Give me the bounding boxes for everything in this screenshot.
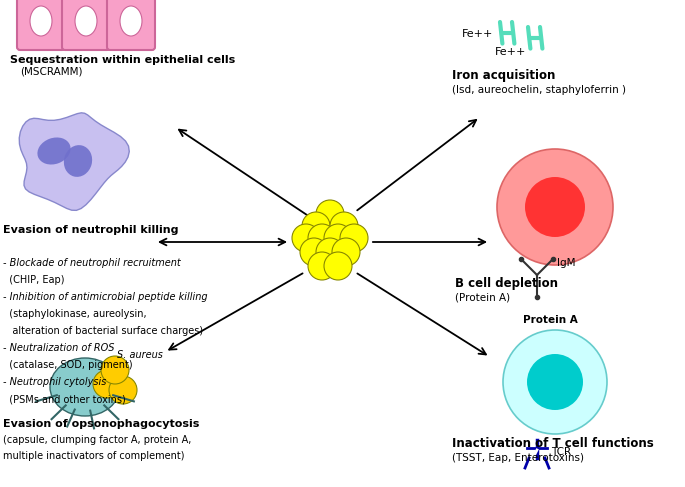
Circle shape: [308, 224, 336, 252]
Text: Fe++: Fe++: [462, 29, 493, 39]
Circle shape: [93, 370, 121, 398]
Text: B cell depletion: B cell depletion: [455, 277, 558, 290]
Circle shape: [497, 149, 613, 265]
Ellipse shape: [38, 137, 71, 165]
Text: Inactivation of T cell functions: Inactivation of T cell functions: [452, 437, 653, 450]
Text: Evasion of neutrophil killing: Evasion of neutrophil killing: [3, 225, 179, 235]
Text: multiple inactivators of complement): multiple inactivators of complement): [3, 451, 184, 461]
Ellipse shape: [30, 6, 52, 36]
Text: (PSMs and other toxins): (PSMs and other toxins): [3, 394, 126, 404]
Text: Iron acquisition: Iron acquisition: [452, 69, 556, 82]
FancyBboxPatch shape: [107, 0, 155, 50]
Text: - Blockade of neutrophil recruitment: - Blockade of neutrophil recruitment: [3, 258, 181, 268]
Text: Evasion of opsonophagocytosis: Evasion of opsonophagocytosis: [3, 419, 199, 429]
Text: (Protein A): (Protein A): [455, 293, 510, 303]
Text: (capsule, clumping factor A, protein A,: (capsule, clumping factor A, protein A,: [3, 435, 191, 445]
Circle shape: [109, 376, 137, 404]
Text: - Neutralization of ROS: - Neutralization of ROS: [3, 343, 114, 353]
Text: Fe++: Fe++: [495, 47, 526, 57]
Text: alteration of bacterial surface charges): alteration of bacterial surface charges): [3, 326, 203, 336]
Text: - Neutrophil cytolysis: - Neutrophil cytolysis: [3, 377, 106, 387]
Circle shape: [300, 238, 328, 266]
Circle shape: [525, 177, 585, 237]
Text: (Isd, aureochelin, staphyloferrin ): (Isd, aureochelin, staphyloferrin ): [452, 85, 626, 95]
Text: TCR: TCR: [551, 447, 571, 457]
Text: Protein A: Protein A: [523, 315, 577, 325]
FancyBboxPatch shape: [62, 0, 110, 50]
Text: (TSST, Eap, Enterotoxins): (TSST, Eap, Enterotoxins): [452, 453, 584, 463]
Circle shape: [292, 224, 320, 252]
Circle shape: [308, 252, 336, 280]
Text: S. aureus: S. aureus: [117, 350, 163, 360]
Text: (catalase, SOD, pigment): (catalase, SOD, pigment): [3, 360, 133, 370]
Circle shape: [503, 330, 607, 434]
Circle shape: [302, 212, 330, 240]
Ellipse shape: [64, 145, 92, 177]
Ellipse shape: [120, 6, 142, 36]
Text: IgM: IgM: [557, 258, 575, 268]
Circle shape: [101, 356, 129, 384]
FancyBboxPatch shape: [17, 0, 65, 50]
Text: - Inhibition of antimicrobial peptide killing: - Inhibition of antimicrobial peptide ki…: [3, 292, 208, 302]
Text: (CHIP, Eap): (CHIP, Eap): [3, 275, 64, 285]
Text: Sequestration within epithelial cells: Sequestration within epithelial cells: [10, 55, 235, 65]
Circle shape: [340, 224, 368, 252]
Circle shape: [332, 238, 360, 266]
Circle shape: [324, 252, 352, 280]
Ellipse shape: [50, 358, 120, 416]
Circle shape: [316, 200, 344, 228]
Text: (staphylokinase, aureolysin,: (staphylokinase, aureolysin,: [3, 309, 147, 319]
Ellipse shape: [75, 6, 97, 36]
Circle shape: [324, 224, 352, 252]
Polygon shape: [19, 113, 129, 210]
Circle shape: [527, 354, 583, 410]
Circle shape: [330, 212, 358, 240]
Circle shape: [316, 238, 344, 266]
Text: (MSCRAMM): (MSCRAMM): [20, 67, 82, 77]
